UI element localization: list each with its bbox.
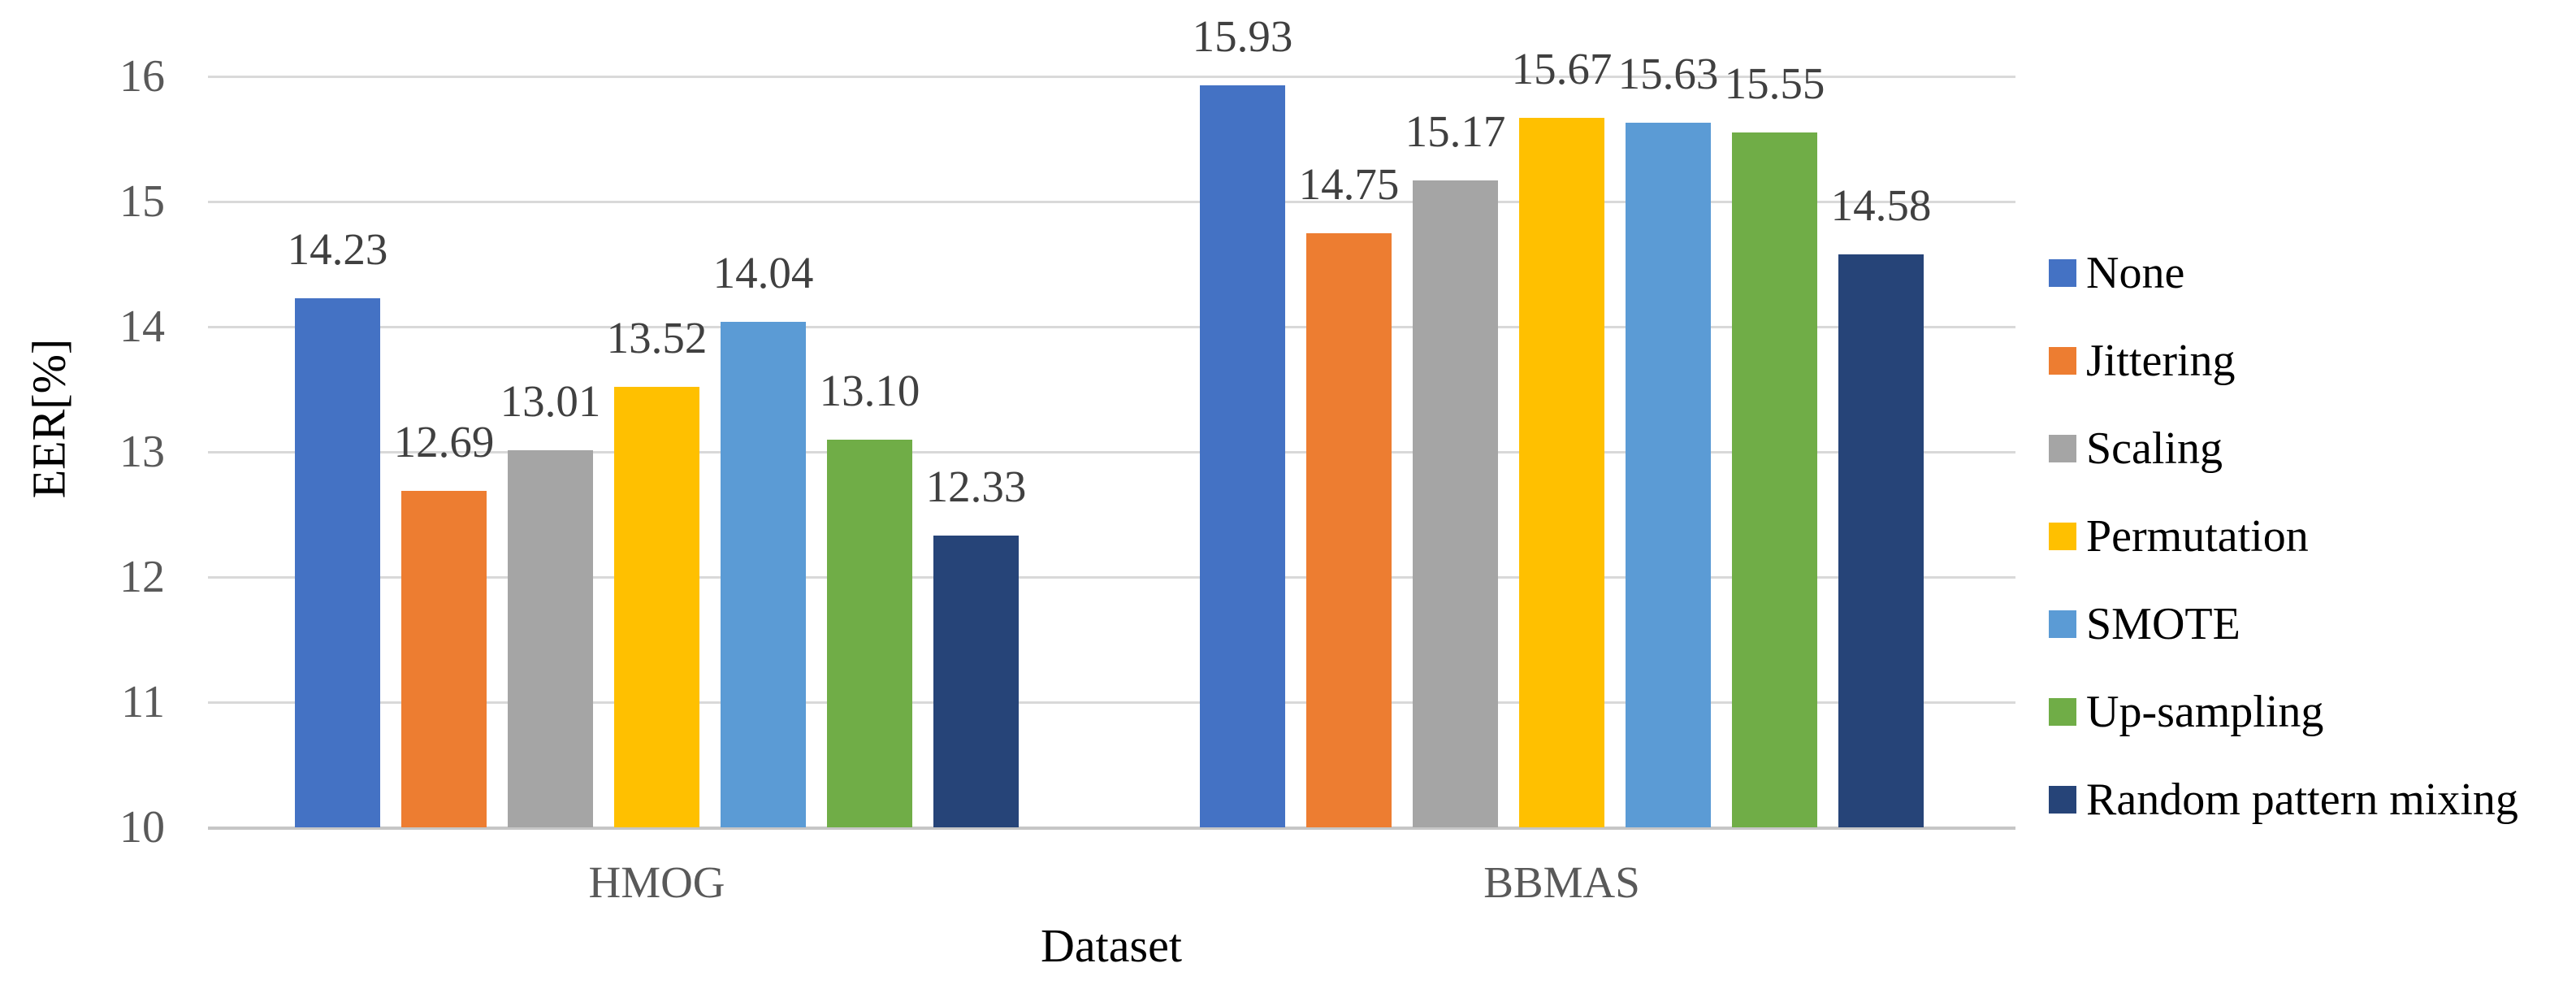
y-axis-tick-label: 13: [119, 427, 165, 477]
bar-up-sampling-bbmas: [1732, 132, 1817, 827]
bar-value-label: 14.04: [712, 247, 814, 297]
bar-smote-bbmas: [1626, 122, 1711, 827]
x-axis-line: [208, 827, 2015, 830]
bar-value-label: 13.01: [500, 376, 601, 427]
y-gridline: [208, 326, 2015, 328]
bar-value-label: 13.52: [606, 312, 708, 362]
bar-value-label: 14.23: [287, 223, 388, 274]
bar-permutation-hmog: [614, 386, 699, 827]
bar-smote-hmog: [721, 321, 806, 827]
legend-swatch-icon: [2049, 698, 2076, 726]
y-gridline: [208, 76, 2015, 78]
legend-label: Permutation: [2086, 511, 2309, 562]
y-axis-tick-label: 15: [119, 176, 165, 227]
bar-value-label: 12.33: [925, 462, 1027, 512]
legend-swatch-icon: [2049, 523, 2076, 550]
x-axis-title: Dataset: [1041, 919, 1182, 972]
bar-value-label: 13.10: [819, 365, 920, 415]
y-axis-tick-label: 11: [121, 677, 165, 727]
y-gridline: [208, 451, 2015, 453]
bar-none-bbmas: [1200, 85, 1285, 827]
bar-random-pattern-mixing-hmog: [933, 536, 1019, 827]
y-gridline: [208, 701, 2015, 704]
y-axis-tick-label: 16: [119, 51, 165, 102]
legend-label: Random pattern mixing: [2086, 775, 2518, 825]
legend-label: Jittering: [2086, 336, 2236, 386]
bar-random-pattern-mixing-bbmas: [1838, 254, 1924, 827]
legend-swatch-icon: [2049, 259, 2076, 287]
y-axis-tick-label: 14: [119, 302, 165, 352]
y-axis-tick-label: 12: [119, 552, 165, 602]
legend-label: Up-sampling: [2086, 687, 2324, 737]
bar-up-sampling-hmog: [827, 439, 912, 827]
legend-swatch-icon: [2049, 435, 2076, 462]
legend-swatch-icon: [2049, 786, 2076, 814]
bar-value-label: 15.63: [1617, 48, 1719, 98]
bar-value-label: 15.55: [1724, 59, 1825, 109]
x-category-label-bbmas: BBMAS: [1483, 857, 1640, 907]
bar-value-label: 15.67: [1511, 43, 1613, 93]
bar-value-label: 15.93: [1192, 11, 1293, 61]
bar-none-hmog: [295, 297, 380, 827]
bar-value-label: 14.58: [1830, 180, 1932, 230]
bar-value-label: 14.75: [1298, 158, 1400, 209]
legend-swatch-icon: [2049, 610, 2076, 638]
bar-value-label: 12.69: [393, 416, 495, 466]
y-axis-tick-label: 10: [119, 802, 165, 853]
bar-scaling-bbmas: [1413, 180, 1498, 827]
legend-label: Scaling: [2086, 423, 2223, 474]
bar-scaling-hmog: [508, 450, 593, 827]
legend-swatch-icon: [2049, 347, 2076, 375]
y-gridline: [208, 201, 2015, 203]
legend-label: None: [2086, 248, 2185, 298]
y-gridline: [208, 576, 2015, 579]
bar-jittering-bbmas: [1306, 232, 1392, 827]
bar-jittering-hmog: [401, 490, 487, 827]
bar-value-label: 15.17: [1405, 106, 1506, 156]
bar-permutation-bbmas: [1519, 117, 1604, 827]
legend-label: SMOTE: [2086, 599, 2240, 649]
x-category-label-hmog: HMOG: [588, 857, 725, 907]
